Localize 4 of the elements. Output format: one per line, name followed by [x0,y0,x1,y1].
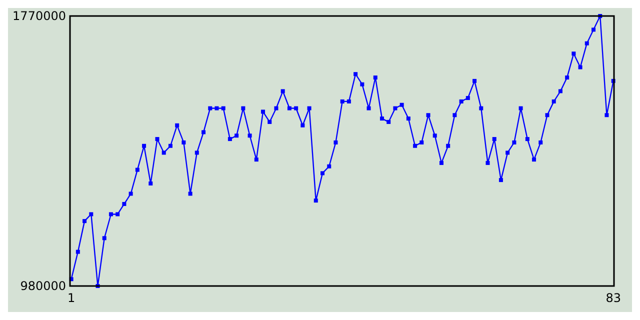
y-tick-label: 1770000 [12,9,66,24]
x-tick-label: 83 [606,291,621,305]
x-tick-label: 1 [68,291,76,305]
y-tick-label: 980000 [20,279,66,294]
